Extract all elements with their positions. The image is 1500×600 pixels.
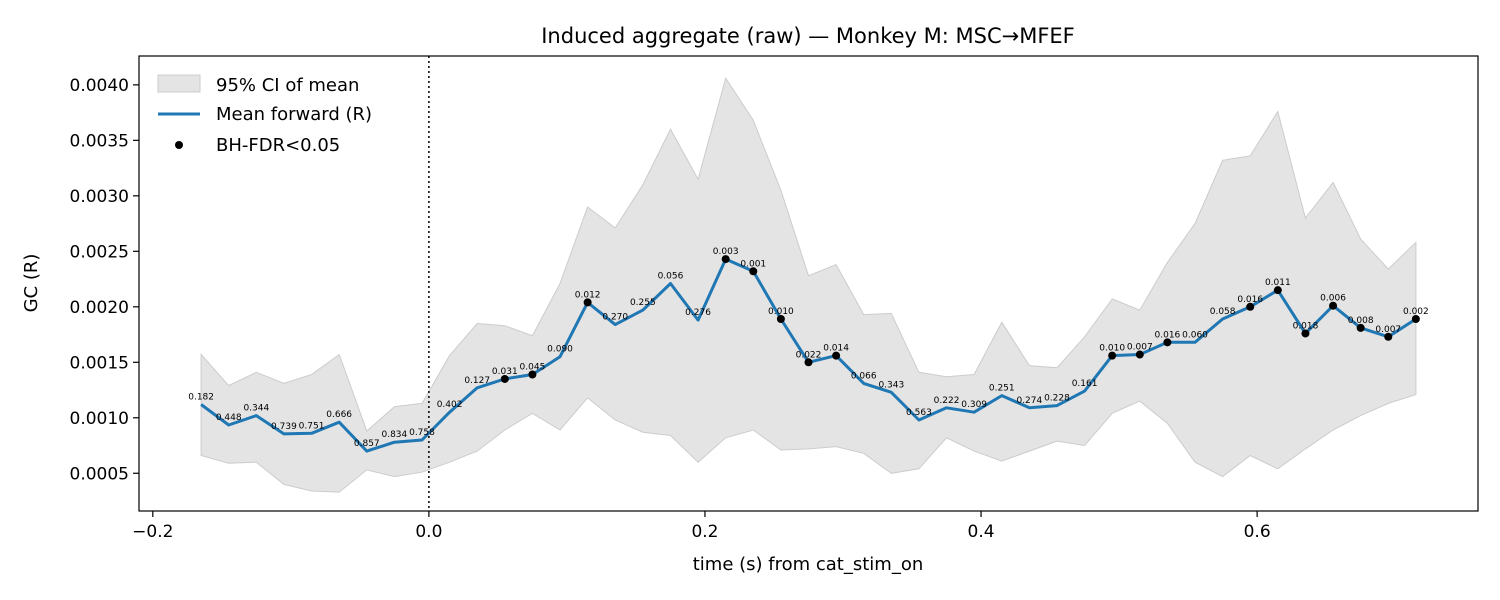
- y-tick-label: 0.0020: [70, 298, 129, 318]
- significance-marker: [583, 298, 592, 307]
- p-value-label: 0.228: [1044, 394, 1070, 404]
- significance-marker: [1273, 286, 1282, 295]
- significance-marker: [1411, 315, 1420, 324]
- p-value-label: 0.222: [934, 396, 960, 406]
- p-value-label: 0.127: [464, 376, 490, 386]
- legend: 95% CI of mean Mean forward (R) BH-FDR<0…: [157, 74, 372, 156]
- p-value-label: 0.058: [1210, 307, 1236, 317]
- significance-marker: [1135, 350, 1144, 359]
- significance-marker: [1108, 351, 1117, 360]
- p-value-label: 0.343: [878, 380, 904, 390]
- y-tick-label: 0.0015: [70, 353, 129, 373]
- p-value-label: 0.161: [1072, 379, 1098, 389]
- p-value-label: 0.002: [1403, 307, 1429, 317]
- p-value-label: 0.016: [1237, 295, 1263, 305]
- p-value-label: 0.251: [989, 384, 1015, 394]
- p-value-label: 0.007: [1127, 343, 1153, 353]
- x-axis-label: time (s) from cat_stim_on: [693, 554, 924, 575]
- p-value-label: 0.448: [216, 413, 242, 423]
- x-tick-label: 0.6: [1244, 522, 1271, 542]
- legend-ci-label: 95% CI of mean: [216, 75, 359, 96]
- p-value-label: 0.182: [188, 392, 214, 402]
- y-tick-label: 0.0040: [70, 76, 129, 96]
- x-tick-label: 0.4: [968, 522, 995, 542]
- significance-marker: [1163, 338, 1172, 347]
- significance-marker: [528, 370, 537, 379]
- significance-marker: [1246, 302, 1255, 311]
- p-value-label: 0.003: [713, 247, 739, 257]
- plot-frame: [138, 55, 1479, 512]
- p-value-label: 0.012: [575, 290, 601, 300]
- legend-ci-swatch: [157, 74, 201, 93]
- p-value-label: 0.255: [630, 298, 656, 308]
- p-value-label: 0.276: [685, 308, 711, 318]
- y-axis-label: GC (R): [21, 254, 42, 313]
- p-value-label: 0.007: [1375, 325, 1401, 335]
- p-value-label: 0.060: [1182, 330, 1208, 340]
- p-value-label: 0.001: [740, 259, 766, 269]
- legend-marker-label: BH-FDR<0.05: [216, 135, 340, 156]
- p-value-label: 0.056: [658, 272, 684, 282]
- significance-marker: [776, 315, 785, 324]
- p-value-label: 0.045: [520, 363, 546, 373]
- p-value-label: 0.309: [961, 400, 987, 410]
- significance-marker: [1384, 332, 1393, 341]
- p-value-label: 0.008: [1348, 316, 1374, 326]
- p-value-label: 0.751: [299, 421, 325, 431]
- p-value-label: 0.274: [1016, 396, 1042, 406]
- y-tick-label: 0.0005: [70, 464, 129, 484]
- significance-marker: [749, 267, 758, 276]
- significance-marker: [804, 358, 813, 367]
- significance-marker: [1329, 301, 1338, 310]
- p-value-label: 0.022: [796, 350, 822, 360]
- p-value-label: 0.031: [492, 367, 518, 377]
- legend-marker-swatch: [175, 141, 183, 149]
- significance-marker: [721, 255, 730, 264]
- significance-marker: [832, 351, 841, 360]
- p-value-label: 0.270: [602, 313, 628, 323]
- significance-marker: [1301, 329, 1310, 338]
- legend-line-label: Mean forward (R): [216, 104, 372, 125]
- p-value-label: 0.344: [243, 404, 269, 414]
- p-value-label: 0.018: [1293, 321, 1319, 331]
- p-value-label: 0.014: [823, 344, 849, 354]
- significance-marker: [1356, 323, 1365, 332]
- x-axis: −0.2 0.0 0.2 0.4 0.6: [132, 511, 1271, 542]
- p-value-label: 0.834: [381, 430, 407, 440]
- y-tick-label: 0.0010: [70, 409, 129, 429]
- p-value-label: 0.563: [906, 408, 932, 418]
- y-tick-label: 0.0025: [70, 242, 129, 262]
- p-value-label: 0.016: [1155, 330, 1181, 340]
- p-value-label: 0.066: [851, 371, 877, 381]
- x-tick-label: 0.2: [691, 522, 718, 542]
- p-value-label: 0.739: [271, 422, 297, 432]
- y-axis: 0.0005 0.0010 0.0015 0.0020 0.0025 0.0030 0.00…: [70, 76, 139, 484]
- p-value-label: 0.758: [409, 428, 435, 438]
- chart-title: Induced aggregate (raw) — Monkey M: MSC→…: [541, 24, 1075, 48]
- p-value-label: 0.666: [326, 410, 352, 420]
- ci-band: [200, 76, 1417, 493]
- y-tick-label: 0.0030: [70, 187, 129, 207]
- x-tick-label: −0.2: [132, 522, 173, 542]
- p-value-label: 0.010: [768, 307, 794, 317]
- x-tick-label: 0.0: [415, 522, 442, 542]
- p-value-label: 0.857: [354, 439, 380, 449]
- significance-marker: [500, 374, 509, 383]
- p-value-label: 0.402: [437, 400, 463, 410]
- p-value-label: 0.011: [1265, 278, 1291, 288]
- p-value-label: 0.010: [1099, 344, 1125, 354]
- p-value-label: 0.006: [1320, 294, 1346, 304]
- p-value-label: 0.090: [547, 345, 573, 355]
- y-tick-label: 0.0035: [70, 131, 129, 151]
